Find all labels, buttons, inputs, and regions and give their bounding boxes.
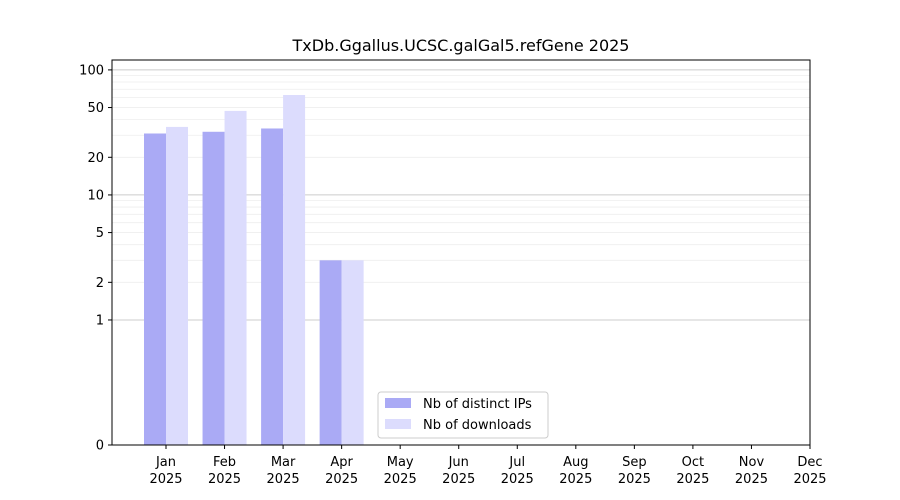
x-tick-label-year: 2025: [208, 472, 241, 487]
legend-box: [377, 391, 549, 439]
bar-distinct-ips: [202, 131, 225, 445]
x-tick-label-month: Sep: [622, 455, 647, 470]
x-tick-label-month: Aug: [563, 455, 588, 470]
y-tick-label: 1: [96, 313, 104, 328]
legend-swatch-distinct-ips: [385, 398, 411, 408]
y-tick-label: 50: [87, 101, 104, 116]
bar-downloads: [224, 110, 247, 445]
bar-downloads: [166, 126, 188, 446]
y-axis: 0 1 2 5 10 20 50 100: [79, 63, 112, 454]
x-tick-label-month: Jul: [508, 455, 525, 470]
bar-downloads: [341, 260, 364, 445]
y-tick-label: 0: [96, 439, 104, 454]
y-tick-label: 100: [79, 63, 104, 78]
x-tick-label-month: Nov: [739, 455, 765, 470]
bar-distinct-ips: [319, 260, 342, 445]
x-tick-label-year: 2025: [149, 472, 182, 487]
legend-swatch-downloads: [385, 419, 411, 429]
x-tick-label-month: Dec: [797, 455, 822, 470]
x-tick-label-year: 2025: [384, 472, 417, 487]
x-tick-label-month: Feb: [213, 455, 236, 470]
bar-downloads: [283, 94, 306, 446]
x-tick-label-year: 2025: [559, 472, 592, 487]
x-axis: Jan 2025 Feb 2025 Mar 2025 Apr 2025 May 2025 Jun 20…: [149, 445, 827, 487]
y-tick-label: 5: [96, 226, 104, 241]
x-tick-label-year: 2025: [735, 472, 768, 487]
chart-title: TxDb.Ggallus.UCSC.galGal5.refGene 2025: [292, 36, 630, 55]
bars: [144, 94, 364, 446]
y-tick-label: 2: [96, 276, 104, 291]
x-tick-label-year: 2025: [501, 472, 534, 487]
bar-distinct-ips: [261, 128, 284, 445]
legend-label-downloads: Nb of downloads: [423, 418, 532, 433]
x-tick-label-year: 2025: [793, 472, 826, 487]
legend-label-distinct-ips: Nb of distinct IPs: [423, 397, 532, 412]
x-tick-label-month: Jun: [448, 455, 469, 470]
legend: Nb of distinct IPs Nb of downloads: [377, 391, 549, 439]
x-tick-label-year: 2025: [442, 472, 475, 487]
x-tick-label-month: Oct: [682, 455, 704, 470]
y-tick-label: 20: [87, 151, 104, 166]
x-tick-label-month: Mar: [271, 455, 296, 470]
x-tick-label-year: 2025: [325, 472, 358, 487]
x-tick-label-month: Jan: [155, 455, 176, 470]
x-tick-label-month: May: [387, 455, 414, 470]
x-tick-label-year: 2025: [618, 472, 651, 487]
bar-distinct-ips: [144, 133, 166, 445]
x-tick-label-year: 2025: [676, 472, 709, 487]
y-tick-label: 10: [87, 188, 104, 203]
plot-frame: [111, 59, 811, 446]
x-tick-label-year: 2025: [267, 472, 300, 487]
x-tick-label-month: Apr: [330, 455, 353, 470]
